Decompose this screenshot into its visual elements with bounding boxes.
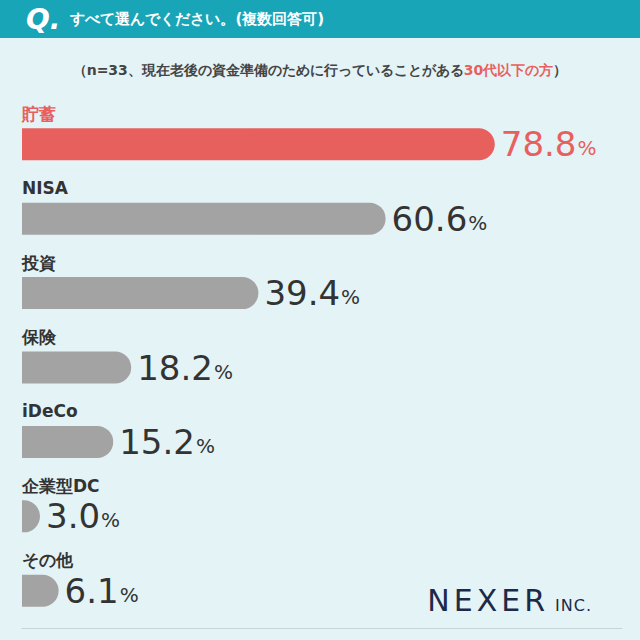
svg-text:投資: 投資 (21, 253, 56, 273)
svg-text:NISA: NISA (22, 178, 69, 198)
svg-text:18.2: 18.2 (137, 348, 213, 388)
svg-text:6.1: 6.1 (65, 571, 119, 611)
svg-text:その他: その他 (22, 550, 74, 570)
svg-text:企業型DC: 企業型DC (21, 476, 100, 496)
svg-text:15.2: 15.2 (119, 422, 195, 462)
svg-text:（n=33、現在老後の資金準備のために行っていることがある: （n=33、現在老後の資金準備のために行っていることがある (73, 62, 464, 78)
svg-text:3.0: 3.0 (46, 496, 100, 536)
svg-text:%: % (341, 285, 360, 309)
html-text:Q. すべて選んでください。(複数回答可): Q. すべて選んでください。(複数回答可) (26, 2, 325, 36)
svg-text:貯蓄: 貯蓄 (21, 104, 56, 124)
svg-text:39.4: 39.4 (264, 273, 340, 313)
svg-text:78.8: 78.8 (501, 124, 577, 164)
svg-text:%: % (578, 136, 597, 160)
svg-text:%: % (120, 583, 139, 607)
svg-text:保険: 保険 (21, 327, 57, 347)
svg-text:）: ） (553, 62, 567, 78)
svg-text:%: % (468, 211, 487, 235)
svg-text:iDeCo: iDeCo (22, 401, 78, 421)
html-text:NEXER INC.: NEXER INC. (427, 583, 592, 618)
svg-text:60.6: 60.6 (392, 199, 468, 239)
svg-text:%: % (214, 360, 233, 384)
svg-text:30代以下の方: 30代以下の方 (464, 62, 553, 78)
svg-text:%: % (101, 508, 120, 532)
svg-text:%: % (196, 434, 215, 458)
